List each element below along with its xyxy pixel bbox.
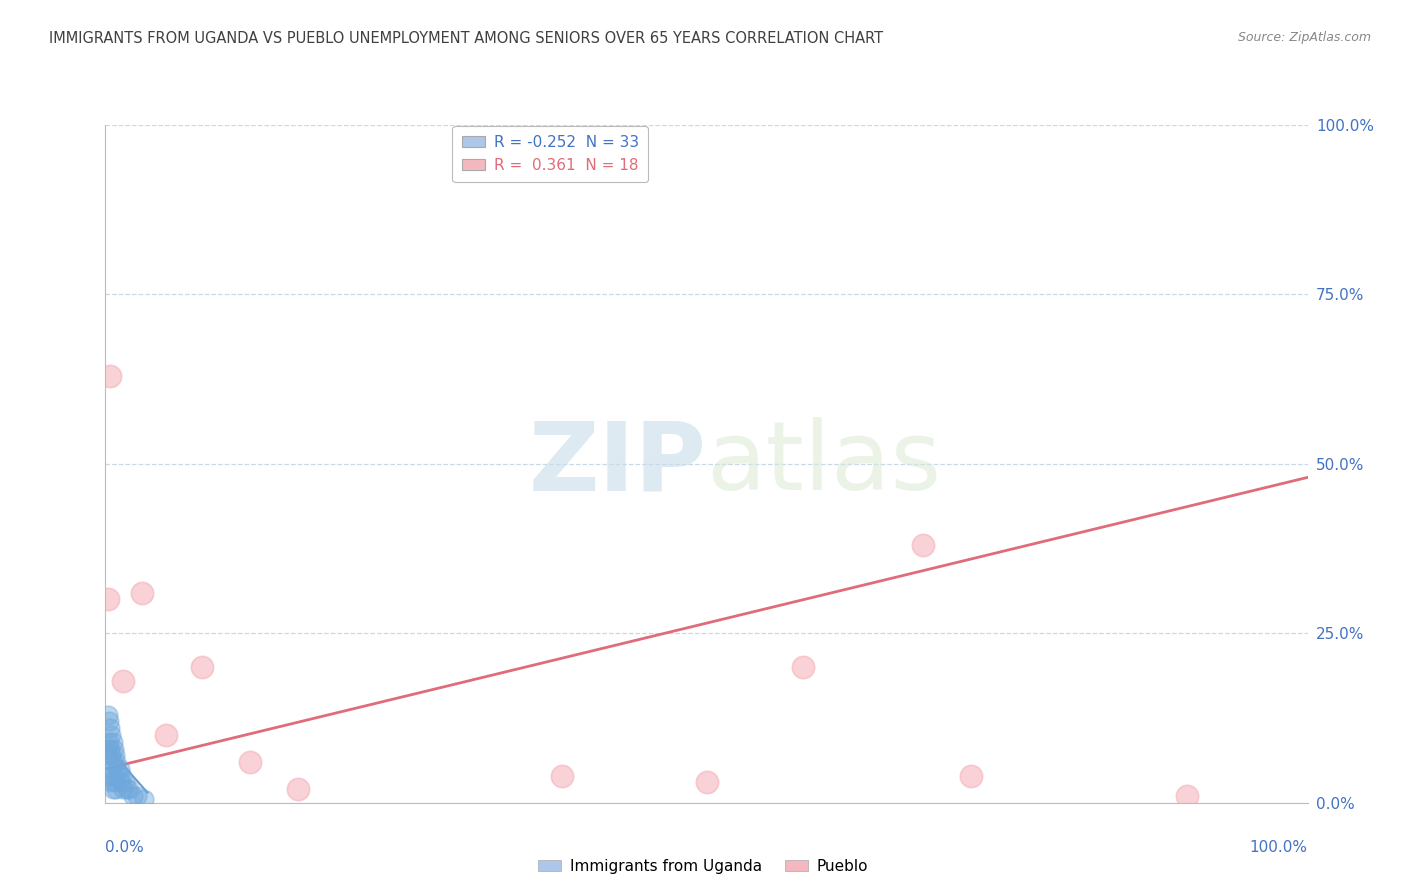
Legend: R = -0.252  N = 33, R =  0.361  N = 18: R = -0.252 N = 33, R = 0.361 N = 18 [453,126,648,182]
Point [97,707,120,722]
Point [98,735,121,749]
Point [105,782,128,797]
Point [97,748,120,763]
Text: Source: ZipAtlas.com: Source: ZipAtlas.com [1237,31,1371,45]
Point [960,769,983,783]
Text: ZIP: ZIP [529,417,707,510]
Point [1175,789,1198,803]
Text: 100.0%: 100.0% [1250,840,1308,855]
Point [98,721,121,735]
Point [287,782,309,797]
Point [98,762,121,776]
Point [98,368,121,383]
Point [112,782,135,797]
Text: 0.0%: 0.0% [105,840,145,855]
Legend: Immigrants from Uganda, Pueblo: Immigrants from Uganda, Pueblo [531,853,875,880]
Point [118,782,141,797]
Point [122,789,145,803]
Point [100,775,122,789]
Point [131,585,153,599]
Point [107,762,129,776]
Point [105,755,128,769]
Point [103,769,125,783]
Point [103,741,125,756]
Point [101,735,124,749]
Point [108,762,131,776]
Point [792,660,814,674]
Point [125,789,148,803]
Text: IMMIGRANTS FROM UGANDA VS PUEBLO UNEMPLOYMENT AMONG SENIORS OVER 65 YEARS CORREL: IMMIGRANTS FROM UGANDA VS PUEBLO UNEMPLO… [49,31,883,46]
Point [111,769,134,783]
Point [239,755,262,769]
Point [110,775,132,789]
Point [911,538,934,552]
Point [696,775,718,789]
Point [101,755,124,769]
Point [104,775,127,789]
Point [132,792,155,806]
Point [112,673,135,688]
Point [190,660,212,674]
Point [101,782,124,797]
Point [107,769,129,783]
Point [104,748,127,763]
Point [100,728,122,742]
Point [551,769,574,783]
Text: atlas: atlas [707,417,942,510]
Point [155,728,177,742]
Point [98,769,121,783]
Point [114,775,136,789]
Point [98,714,121,729]
Point [96,741,118,756]
Point [98,741,121,756]
Point [115,782,138,797]
Point [100,748,122,763]
Point [97,592,120,607]
